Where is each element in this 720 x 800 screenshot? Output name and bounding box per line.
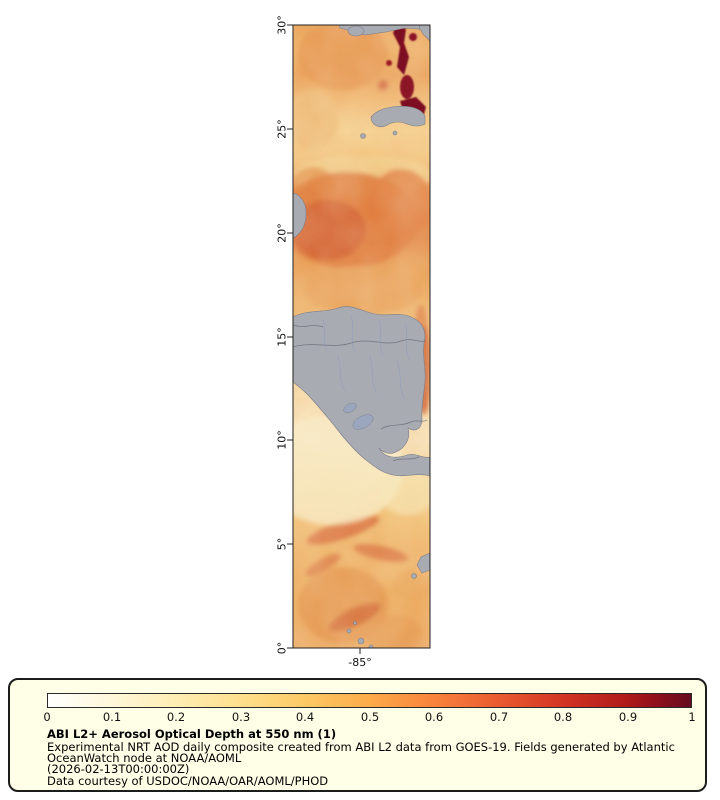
colorbar-tick-label: 0.8 <box>553 710 573 724</box>
legend-timestamp: (2026-02-13T00:00:00Z) <box>47 762 190 776</box>
colorbar-tick-label: 0.9 <box>618 710 638 724</box>
x-axis-tick-label: -85° <box>348 656 371 669</box>
colorbar-tick-label: 0.5 <box>360 710 380 724</box>
colorbar-tick-label: 0.1 <box>102 710 122 724</box>
y-axis-tick-label: 10° <box>276 430 289 450</box>
legend-subtitle-line-2: OceanWatch node at NOAA/AOML <box>47 751 242 765</box>
lake-managua <box>343 402 357 414</box>
colorbar-tick-label: 1 <box>688 710 696 724</box>
central-america-land <box>293 306 430 477</box>
aod-map-figure: 30° 25° 20° 15° 10° 5° 0° -85° <box>276 15 431 669</box>
land-masses <box>293 25 430 648</box>
y-axis-tick-label: 25° <box>276 119 289 139</box>
colorbar-tick-label: 0 <box>43 710 51 724</box>
colorbar-tick-label: 0.4 <box>295 710 315 724</box>
y-axis-tick-label: 15° <box>276 327 289 347</box>
rivers <box>322 314 410 400</box>
country-borders <box>293 324 428 462</box>
legend-panel: 0 0.1 0.2 0.3 0.4 0.5 0.6 0.7 0.8 0.9 1 … <box>8 678 707 792</box>
colorbar-tick-label: 0.7 <box>489 710 509 724</box>
legend-title: ABI L2+ Aerosol Optical Depth at 550 nm … <box>47 727 337 741</box>
y-axis-tick-label: 20° <box>276 223 289 243</box>
colorbar-tick-label: 0.6 <box>424 710 444 724</box>
lake-nicaragua <box>352 414 374 430</box>
legend-subtitle-line-1: Experimental NRT AOD daily composite cre… <box>47 740 675 754</box>
legend-credit: Data courtesy of USDOC/NOAA/OAR/AOML/PHO… <box>47 774 329 788</box>
cuba-land <box>370 105 426 128</box>
map-content <box>293 25 430 648</box>
aod-colorbar <box>47 693 692 708</box>
yucatan-land <box>293 192 307 239</box>
y-axis-tick-label: 30° <box>276 15 289 35</box>
y-axis-tick-label: 5° <box>276 538 289 551</box>
axis-ticks <box>287 24 361 654</box>
aod-map-svg: 30° 25° 20° 15° 10° 5° 0° -85° <box>276 15 431 669</box>
y-axis-tick-label: 0° <box>276 642 289 655</box>
colorbar-tick-label: 0.3 <box>231 710 251 724</box>
y-axis-labels: 30° 25° 20° 15° 10° 5° 0° <box>276 15 289 654</box>
colorbar-tick-label: 0.2 <box>166 710 186 724</box>
